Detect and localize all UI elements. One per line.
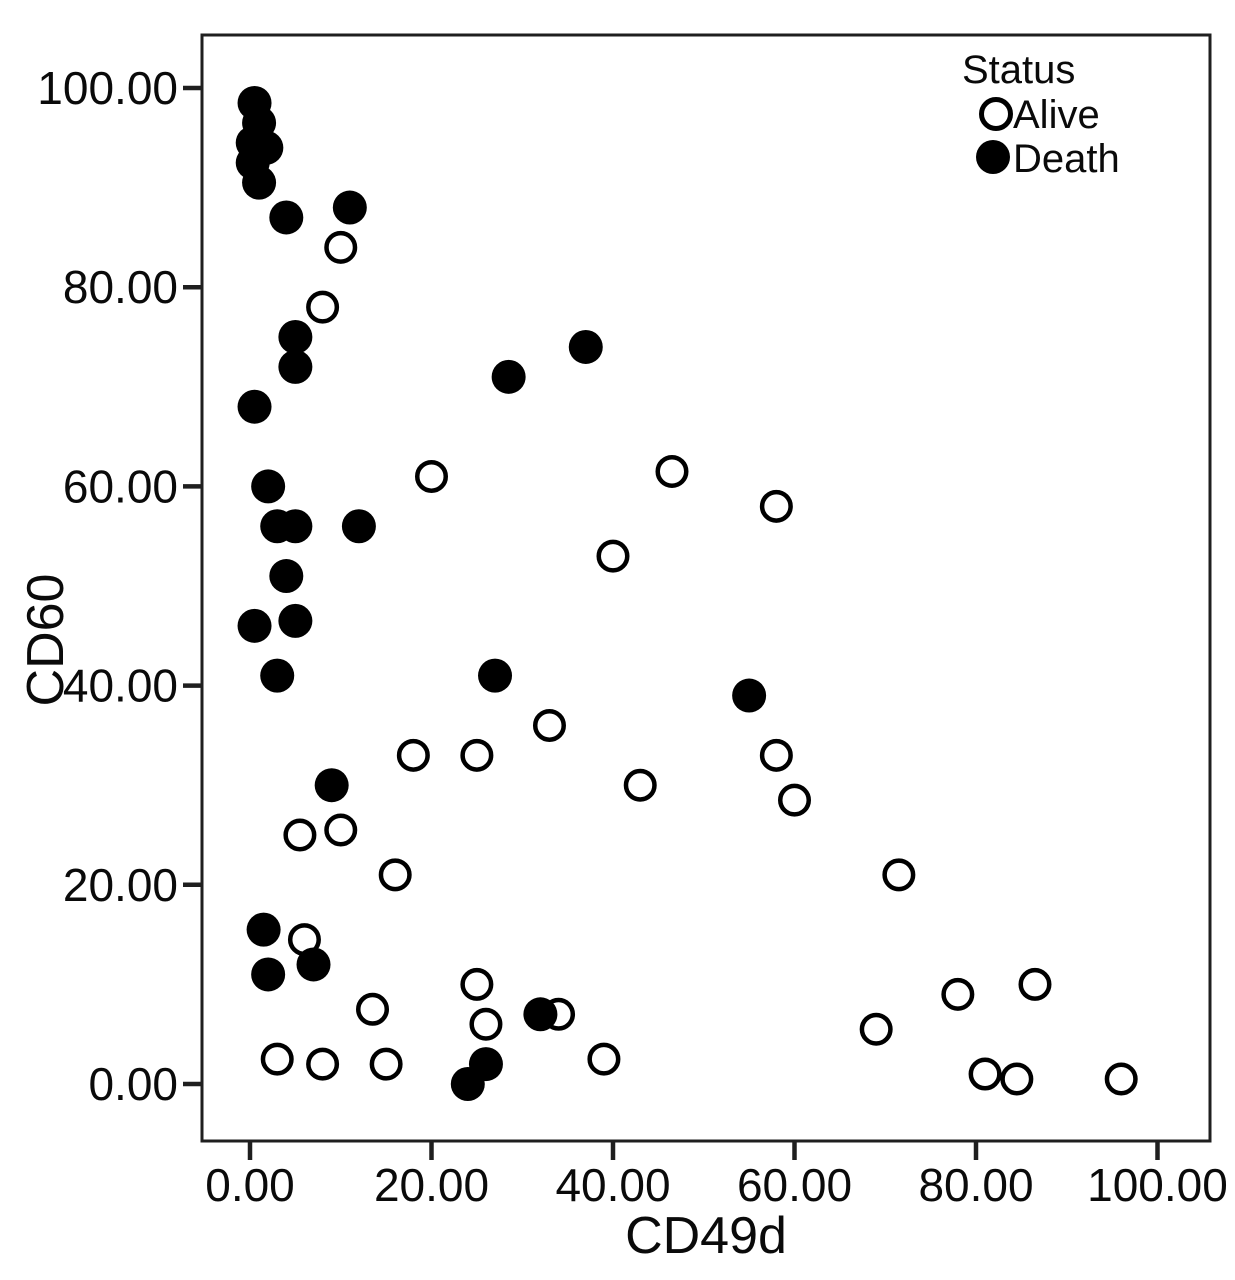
data-point-death bbox=[523, 997, 558, 1032]
data-point-death bbox=[491, 359, 526, 394]
data-point-alive bbox=[759, 489, 793, 523]
y-axis-tick-label: 60.00 bbox=[63, 460, 178, 512]
x-axis-tick-label: 0.00 bbox=[205, 1159, 295, 1211]
x-axis-tick-label: 100.00 bbox=[1087, 1159, 1228, 1211]
data-point-alive bbox=[587, 1042, 621, 1076]
x-axis-title: CD49d bbox=[625, 1207, 787, 1265]
legend-death-filled-circle-icon bbox=[976, 140, 1010, 174]
legend-title: Status bbox=[962, 48, 1076, 92]
x-axis-tick-label: 60.00 bbox=[737, 1159, 852, 1211]
data-point-alive bbox=[1018, 967, 1052, 1001]
data-point-death bbox=[269, 200, 304, 235]
data-point-death bbox=[296, 947, 331, 982]
x-axis-tick-label: 40.00 bbox=[555, 1159, 670, 1211]
data-point-alive bbox=[759, 738, 793, 772]
data-point-alive bbox=[260, 1042, 294, 1076]
data-point-alive bbox=[941, 977, 975, 1011]
data-point-alive bbox=[415, 459, 448, 493]
y-axis-title: CD60 bbox=[17, 573, 75, 707]
data-point-alive bbox=[324, 230, 358, 264]
x-axis-tick-label: 80.00 bbox=[918, 1159, 1033, 1211]
data-point-death bbox=[246, 912, 281, 947]
data-point-death bbox=[278, 603, 313, 638]
data-point-alive bbox=[655, 454, 689, 488]
data-point-death bbox=[242, 165, 277, 200]
plot-area-border bbox=[200, 33, 1212, 1143]
data-point-alive bbox=[460, 967, 494, 1001]
data-point-death bbox=[732, 678, 767, 713]
data-point-death bbox=[251, 957, 286, 992]
data-point-death bbox=[269, 559, 304, 594]
data-point-alive bbox=[306, 290, 340, 324]
data-point-alive bbox=[596, 539, 630, 573]
data-point-alive bbox=[1000, 1062, 1034, 1096]
y-axis-tick-label: 100.00 bbox=[37, 62, 178, 114]
data-point-alive bbox=[469, 1007, 503, 1041]
legend-label-alive: Alive bbox=[1013, 93, 1100, 137]
data-point-alive bbox=[283, 818, 317, 852]
data-point-death bbox=[237, 389, 272, 424]
data-point-alive bbox=[396, 738, 430, 772]
data-point-death bbox=[278, 349, 313, 384]
y-axis-tick-label: 40.00 bbox=[63, 660, 178, 712]
data-point-alive bbox=[1104, 1062, 1138, 1096]
data-point-death bbox=[260, 658, 295, 693]
data-point-alive bbox=[882, 858, 916, 892]
data-point-death bbox=[341, 509, 376, 544]
data-point-alive bbox=[306, 1047, 340, 1081]
data-point-death bbox=[314, 768, 349, 803]
x-axis-tick-label: 20.00 bbox=[374, 1159, 489, 1211]
y-axis-tick-label: 20.00 bbox=[63, 859, 178, 911]
y-axis-tick-label: 80.00 bbox=[63, 261, 178, 313]
data-point-alive bbox=[968, 1057, 1002, 1091]
data-point-death bbox=[237, 608, 272, 643]
data-point-alive bbox=[324, 813, 358, 847]
data-point-alive bbox=[859, 1012, 893, 1046]
data-point-death bbox=[278, 509, 313, 544]
data-point-alive bbox=[378, 858, 412, 892]
data-point-alive bbox=[778, 783, 811, 817]
data-point-alive bbox=[532, 708, 566, 742]
data-point-death bbox=[251, 469, 286, 504]
data-point-death bbox=[568, 329, 603, 364]
data-point-death bbox=[450, 1067, 485, 1101]
legend-alive-open-circle-icon bbox=[979, 97, 1013, 131]
data-point-death bbox=[278, 320, 313, 354]
y-axis-tick-label: 0.00 bbox=[88, 1058, 178, 1110]
data-point-alive bbox=[356, 992, 390, 1026]
legend-label-death: Death bbox=[1013, 137, 1120, 181]
data-point-death bbox=[478, 658, 513, 693]
data-point-alive bbox=[623, 768, 657, 802]
data-point-death bbox=[332, 190, 367, 225]
data-point-alive bbox=[369, 1047, 403, 1081]
data-point-alive bbox=[460, 738, 494, 772]
